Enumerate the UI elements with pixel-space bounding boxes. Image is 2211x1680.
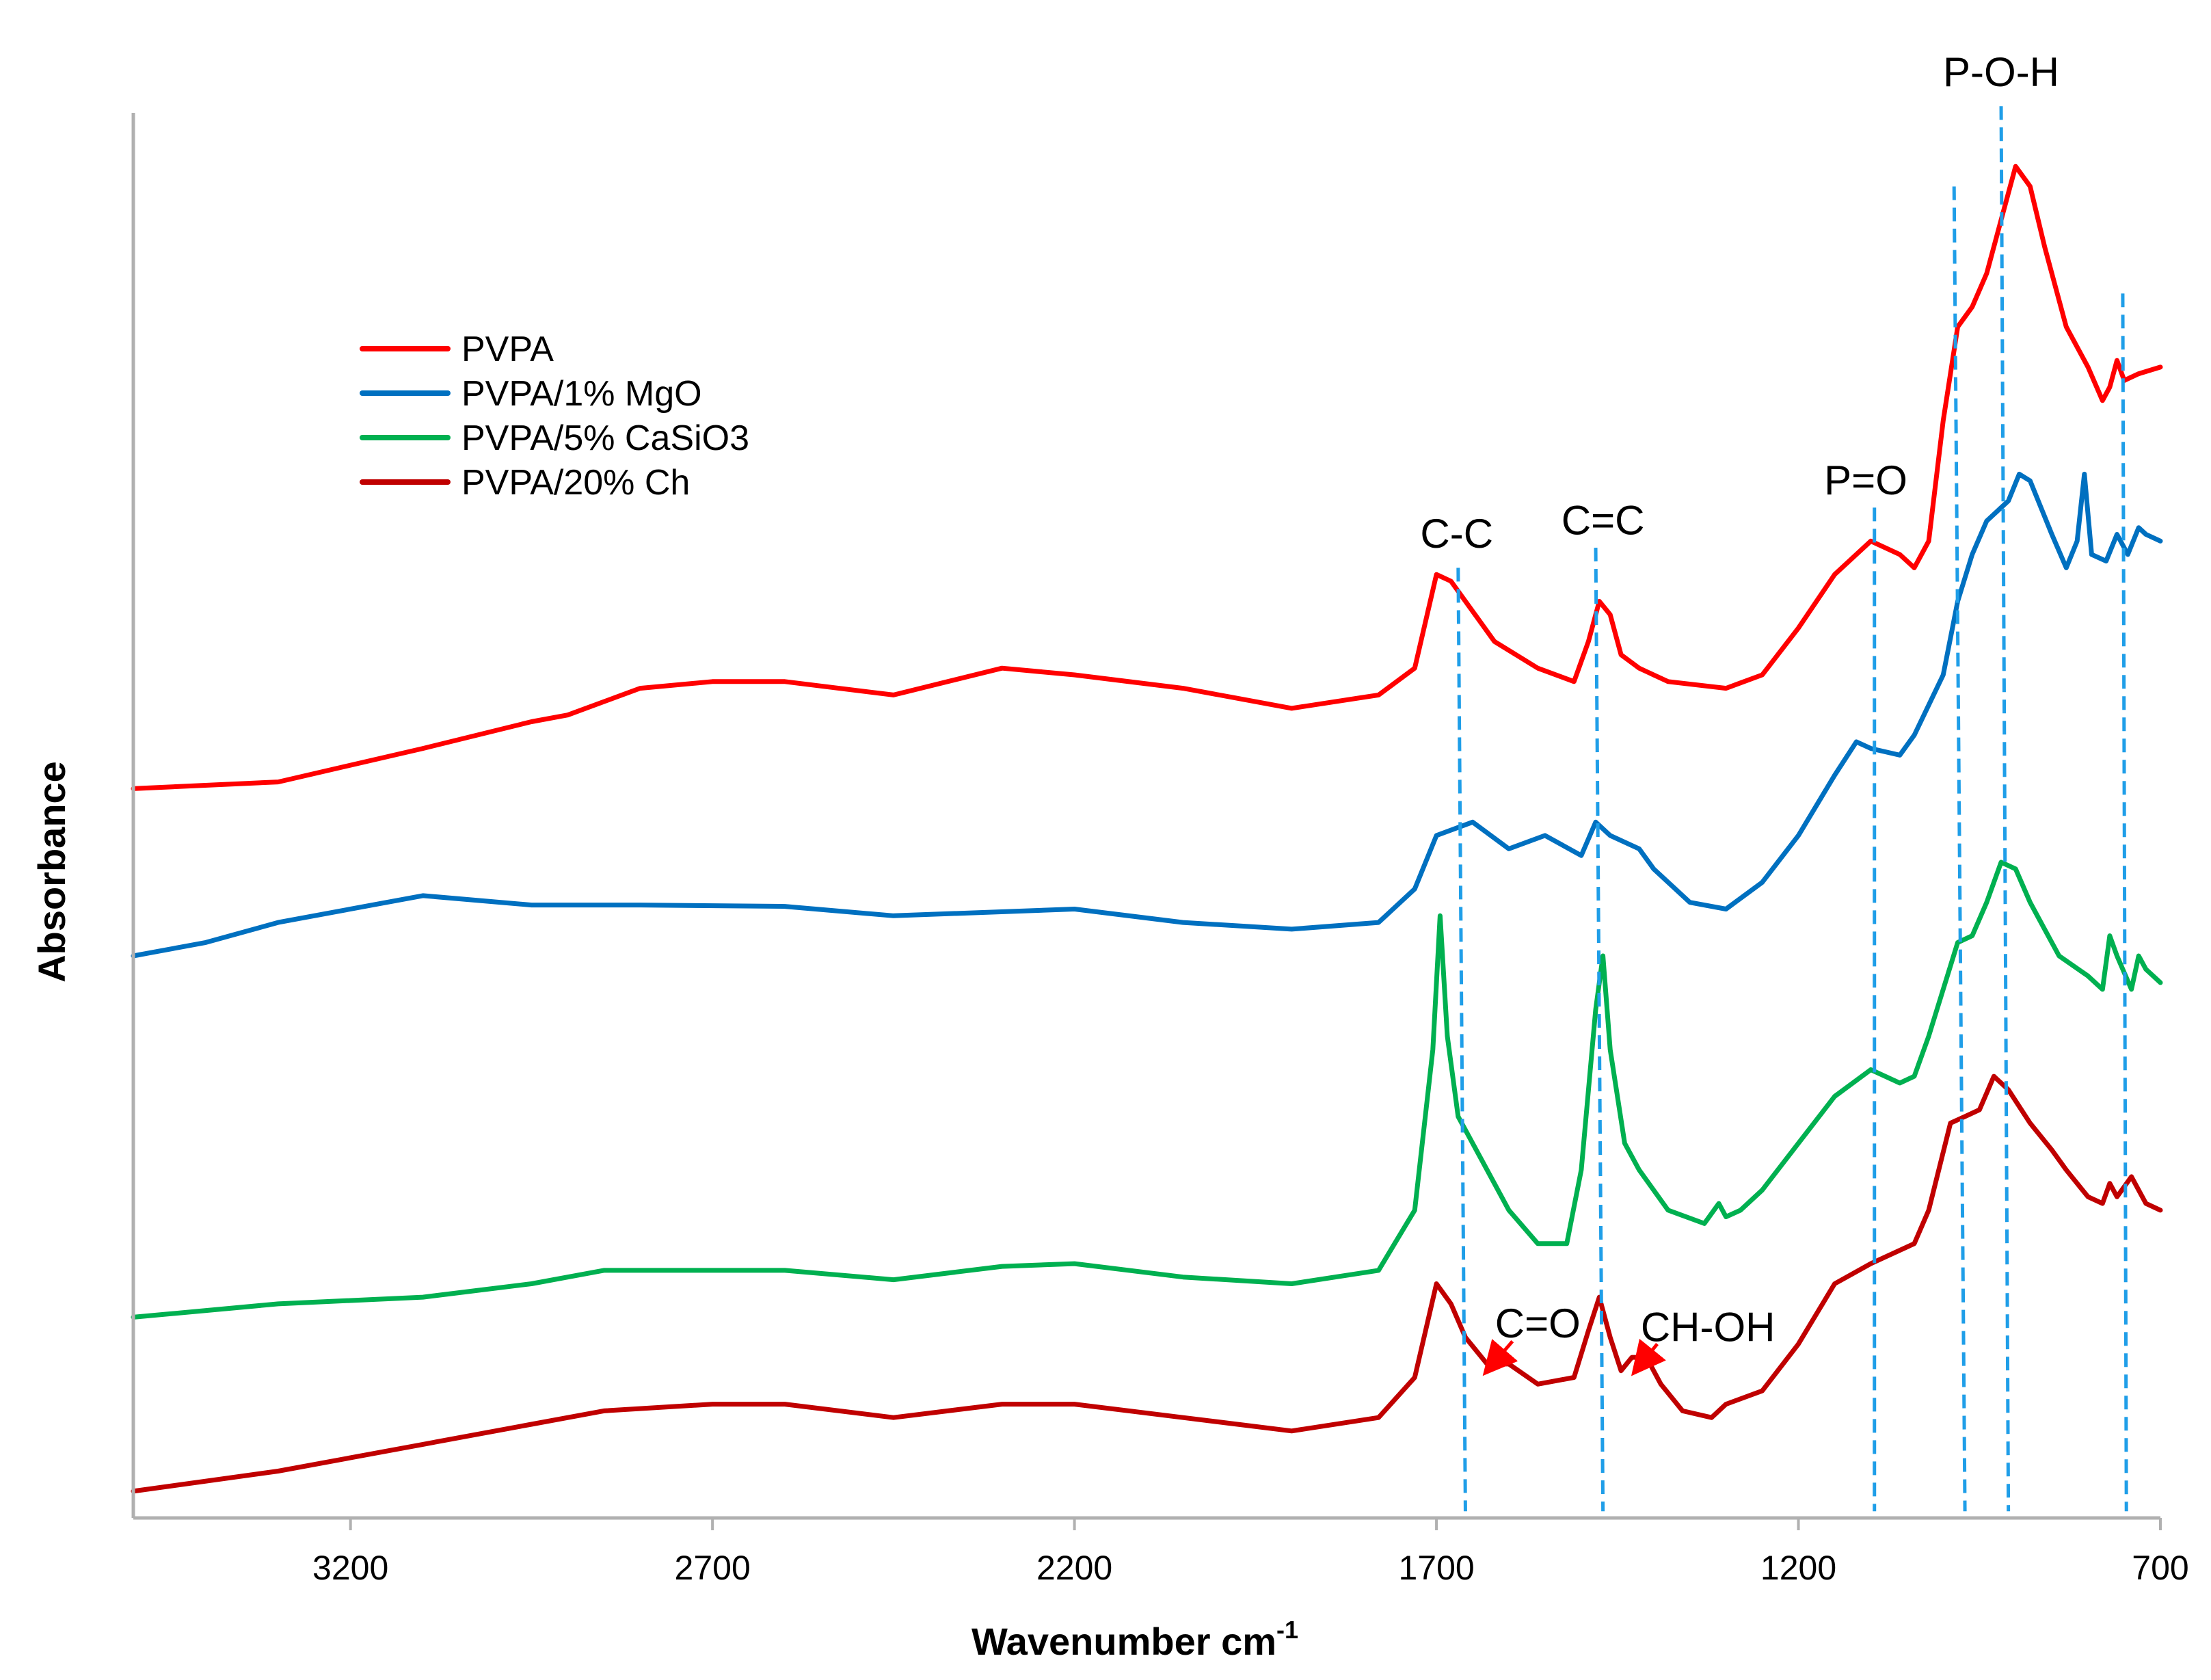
annotation-arrow-1 — [1631, 1338, 1666, 1376]
x-tick-label-1: 2700 — [675, 1549, 751, 1587]
x-tick-label-0: 3200 — [312, 1549, 388, 1587]
legend-label-2: PVPA/5% CaSiO3 — [461, 418, 749, 458]
x-axis-title-superscript: -1 — [1276, 1616, 1298, 1644]
x-tick-label-4: 1200 — [1760, 1549, 1836, 1587]
legend-label-3: PVPA/20% Ch — [461, 463, 690, 503]
series-line-3 — [131, 1074, 2163, 1494]
peak-annotation-0: C-C — [1420, 511, 1493, 557]
legend-label-1: PVPA/1% MgO — [461, 374, 702, 414]
peak-line-4 — [1999, 106, 2011, 1512]
series-line-2 — [131, 859, 2163, 1320]
legend-label-0: PVPA — [461, 330, 554, 369]
peak-annotation-2: P=O — [1824, 457, 1907, 503]
peak-annotation-4: C=O — [1495, 1301, 1581, 1346]
peak-line-0 — [1456, 568, 1467, 1512]
peak-line-3 — [1952, 186, 1967, 1512]
y-axis-title: Absorbance — [30, 761, 73, 983]
peak-annotation-1: C=C — [1562, 498, 1645, 544]
annotation-arrow-0 — [1482, 1339, 1518, 1376]
peak-annotation-3: P-O-H — [1943, 49, 2059, 95]
x-tick-label-5: 700 — [2132, 1549, 2188, 1587]
x-tick-label-3: 1700 — [1398, 1549, 1474, 1587]
x-axis-title-main: Wavenumber cm — [972, 1620, 1276, 1663]
peak-line-5 — [2121, 293, 2128, 1512]
x-tick-label-2: 2200 — [1036, 1549, 1112, 1587]
series-line-1 — [131, 471, 2163, 959]
x-axis-title: Wavenumber cm-1 — [972, 1616, 1298, 1663]
x-axis-ticks: 3200 2700 2200 1700 1200 700 — [312, 1518, 2189, 1587]
peak-annotation-5: CH-OH — [1641, 1305, 1776, 1350]
peak-line-1 — [1594, 548, 1605, 1512]
series-line-0 — [131, 163, 2163, 791]
plot-area: C-C C=C P=O P-O-H C=O CH-OH — [131, 49, 2163, 1512]
